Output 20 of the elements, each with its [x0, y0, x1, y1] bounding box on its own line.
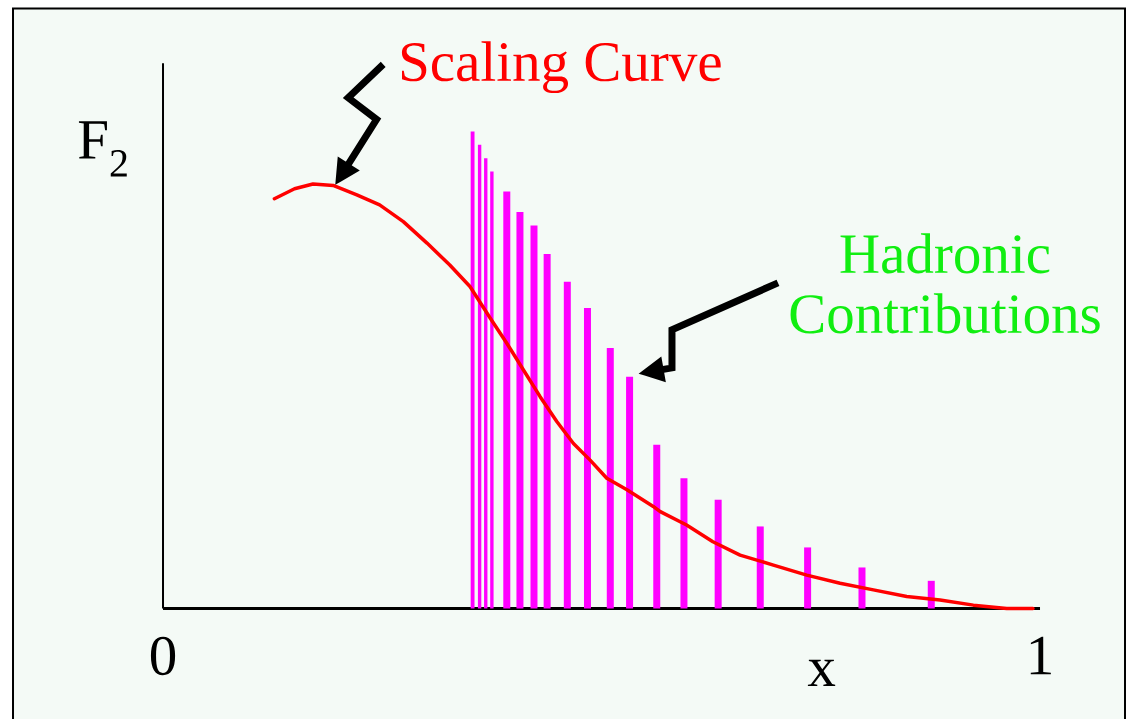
x-tick-label: 1: [1030, 636, 1051, 675]
bar: [530, 225, 538, 609]
bar: [653, 444, 661, 609]
bar: [503, 191, 511, 609]
x-tick-label: 0: [150, 636, 176, 676]
bar: [804, 547, 812, 609]
annotation: Scaling Curve: [401, 41, 721, 94]
bar: [606, 348, 614, 609]
bar: [680, 478, 688, 609]
bar: [583, 307, 591, 609]
bar: [626, 376, 634, 609]
bar: [714, 499, 722, 609]
bar: [516, 212, 524, 609]
bar: [756, 526, 764, 609]
bar: [858, 567, 866, 609]
bar: [543, 254, 551, 609]
annotation: Hadronic Contributions: [790, 233, 1100, 334]
x-axis-title: x: [807, 659, 836, 686]
y-axis-title: F$_{2}$: [78, 121, 127, 177]
bar: [563, 281, 571, 609]
